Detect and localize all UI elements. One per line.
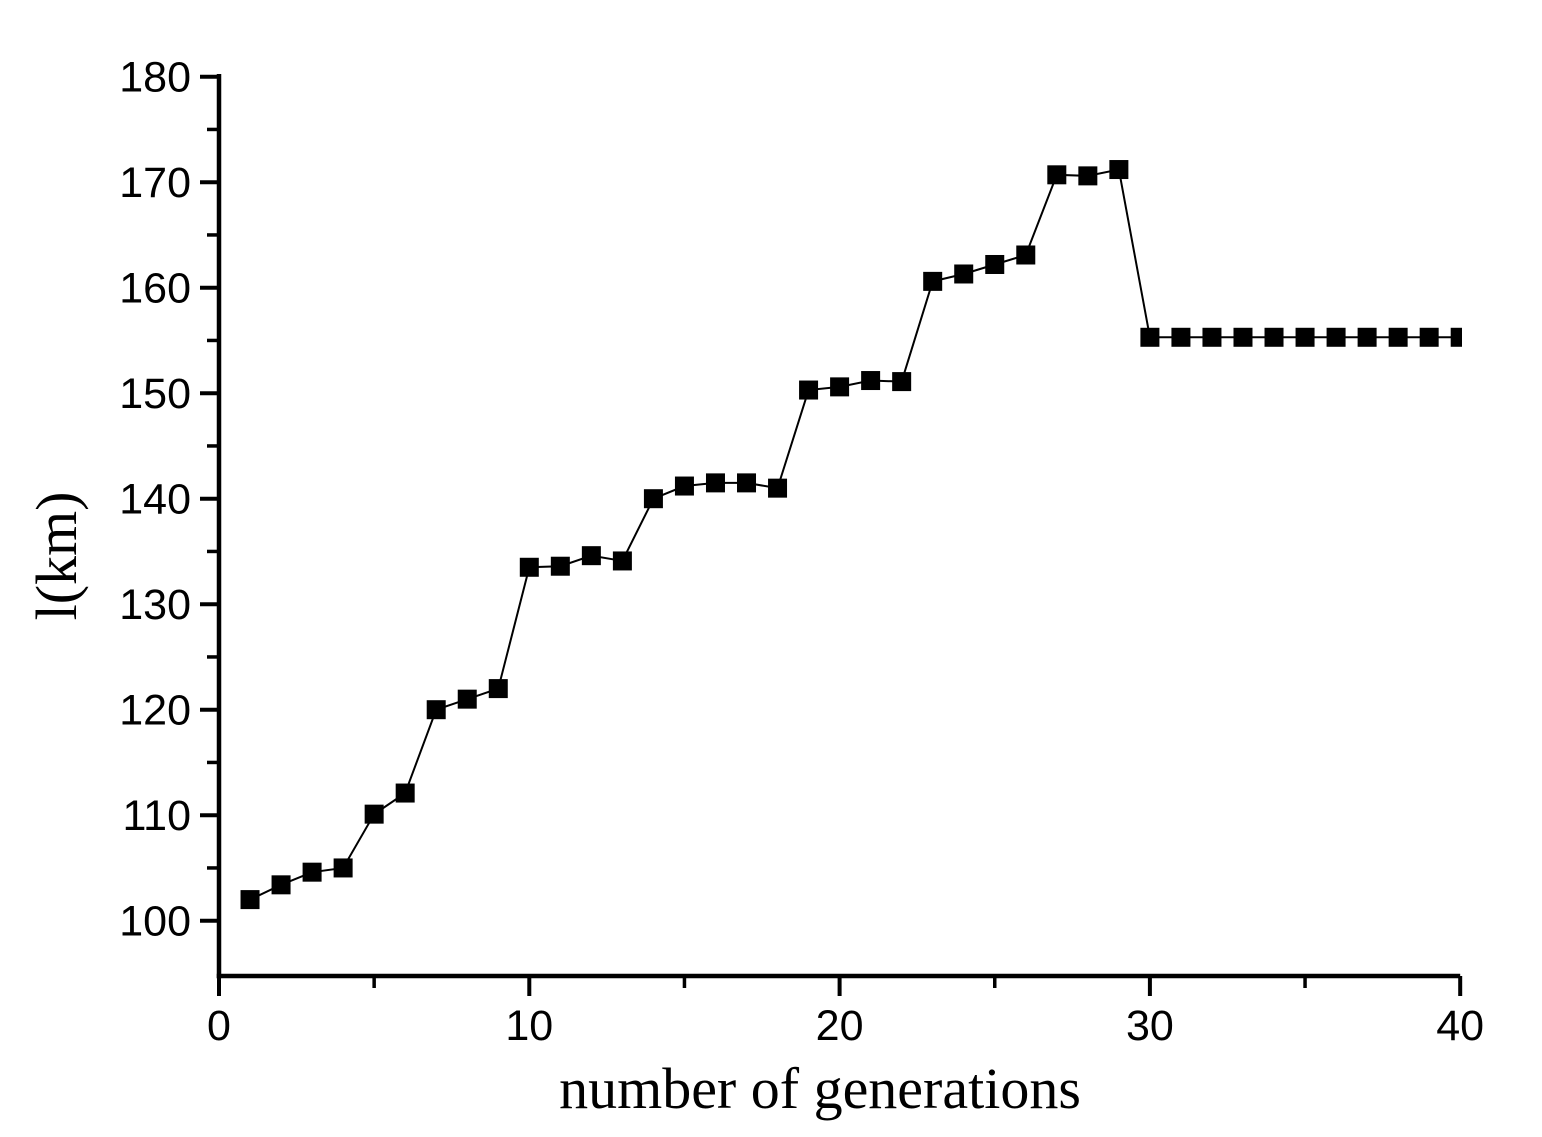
data-point-marker: [1295, 327, 1315, 347]
data-point-marker: [1016, 245, 1036, 265]
data-point-marker: [643, 489, 663, 509]
y-tick-label: 180: [119, 54, 191, 102]
x-tick-label: 30: [1126, 1002, 1174, 1050]
data-point-marker: [954, 264, 974, 284]
data-point-marker: [985, 254, 1005, 274]
y-tick-label: 160: [119, 265, 191, 313]
x-tick-label: 10: [505, 1002, 553, 1050]
data-point-marker: [830, 377, 850, 397]
data-point-marker: [457, 689, 477, 709]
data-point-marker: [395, 783, 415, 803]
data-point-marker: [302, 862, 322, 882]
axis-tick-labels: 100 110 120 130 140 150 160 170 180 0 10 20 30 40: [119, 54, 1484, 1050]
data-point-marker: [923, 271, 943, 291]
data-point-marker: [271, 875, 291, 895]
axes: [216, 74, 1461, 979]
data-point-marker: [674, 476, 694, 496]
y-tick-label: 110: [122, 792, 191, 840]
data-point-marker: [550, 556, 570, 576]
data-point-marker: [519, 557, 539, 577]
data-point-marker: [240, 890, 260, 910]
data-point-marker: [1357, 327, 1377, 347]
data-point-marker: [1171, 327, 1191, 347]
x-axis-title: number of generations: [559, 1056, 1081, 1121]
data-point-marker: [1140, 327, 1160, 347]
data-point-marker: [612, 551, 632, 571]
data-point-marker: [364, 804, 384, 824]
data-point-marker: [1419, 327, 1439, 347]
data-point-marker: [1326, 327, 1346, 347]
x-tick-label: 40: [1436, 1002, 1484, 1050]
y-tick-label: 120: [119, 687, 191, 735]
axis-ticks: [200, 74, 1463, 996]
data-point-marker: [799, 380, 819, 400]
y-tick-label: 140: [119, 476, 191, 524]
data-point-marker: [1078, 166, 1098, 186]
data-point-marker: [768, 478, 788, 498]
data-point-marker: [1450, 327, 1462, 347]
y-tick-label: 130: [119, 581, 191, 629]
data-point-marker: [1388, 327, 1408, 347]
y-axis-title: l(km): [24, 492, 89, 621]
y-tick-label: 170: [119, 159, 191, 207]
y-tick-label: 100: [119, 898, 191, 946]
data-point-marker: [1202, 327, 1222, 347]
data-point-marker: [861, 371, 881, 391]
data-point-marker: [581, 546, 601, 566]
x-tick-label: 20: [816, 1002, 864, 1050]
data-series: [240, 160, 1462, 910]
data-point-marker: [705, 473, 725, 493]
data-point-marker: [333, 858, 353, 878]
data-point-marker: [1233, 327, 1253, 347]
data-point-marker: [892, 372, 912, 392]
data-point-marker: [488, 679, 508, 699]
data-point-marker: [1264, 327, 1284, 347]
data-point-marker: [1109, 160, 1129, 180]
data-point-marker: [1047, 165, 1067, 185]
data-point-marker: [737, 473, 757, 493]
y-tick-label: 150: [119, 370, 191, 418]
x-tick-label: 0: [207, 1002, 231, 1050]
data-point-marker: [426, 700, 446, 720]
series-line: [249, 168, 1461, 901]
